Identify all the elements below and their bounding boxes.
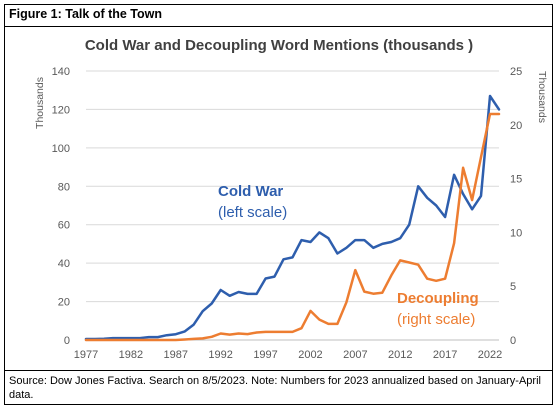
left-tick-label: 40	[58, 258, 70, 270]
series-annotation: (left scale)	[218, 204, 287, 221]
series-annotation: Decoupling	[397, 290, 479, 307]
x-axis-ticks: 1977 1982 1987 1992 1997 2002 2007 2012 2017 2022	[74, 349, 503, 361]
right-tick-label: 25	[510, 66, 522, 78]
left-tick-label: 0	[64, 335, 70, 347]
series-line-cold-war	[84, 94, 501, 341]
series-line-decoupling	[84, 112, 501, 342]
x-tick-label: 2002	[298, 349, 322, 361]
x-tick-label: 1987	[164, 349, 188, 361]
right-tick-label: 20	[510, 120, 522, 132]
left-tick-label: 20	[58, 297, 70, 309]
chart-title: Cold War and Decoupling Word Mentions (t…	[85, 37, 473, 54]
left-tick-label: 100	[52, 143, 70, 155]
left-axis-title: Thousands	[34, 77, 46, 129]
x-tick-label: 1992	[208, 349, 232, 361]
series-annotation: (right scale)	[397, 311, 475, 328]
series-annotations: Cold War (left scale) Decoupling (right sca…	[218, 183, 479, 328]
series-annotation: Cold War	[218, 183, 283, 200]
x-tick-label: 2022	[478, 349, 502, 361]
x-tick-label: 2017	[433, 349, 457, 361]
right-tick-label: 15	[510, 174, 522, 186]
figure-label: Figure 1: Talk of the Town	[9, 7, 163, 21]
x-tick-label: 1997	[253, 349, 277, 361]
left-tick-label: 60	[58, 220, 70, 232]
right-axis-title: Thousands	[536, 71, 548, 123]
source-note: Source: Dow Jones Factiva. Search on 8/5…	[9, 375, 541, 401]
right-axis-ticks: 0 5 10 15 20 25	[510, 66, 522, 347]
x-tick-label: 2007	[343, 349, 367, 361]
title-divider	[5, 26, 552, 27]
x-tick-label: 1982	[119, 349, 143, 361]
series-layer	[84, 94, 501, 342]
left-tick-label: 80	[58, 181, 70, 193]
left-tick-label: 120	[52, 104, 70, 116]
source-divider	[5, 370, 552, 371]
right-tick-label: 10	[510, 227, 522, 239]
x-tick-label: 2012	[388, 349, 412, 361]
left-axis-ticks: 0 20 40 60 80 100 120 140	[52, 66, 70, 347]
right-tick-label: 0	[510, 335, 516, 347]
gridlines	[86, 70, 499, 303]
right-tick-label: 5	[510, 281, 516, 293]
x-tick-label: 1977	[74, 349, 98, 361]
figure-frame	[4, 4, 553, 405]
left-tick-label: 140	[52, 66, 70, 78]
